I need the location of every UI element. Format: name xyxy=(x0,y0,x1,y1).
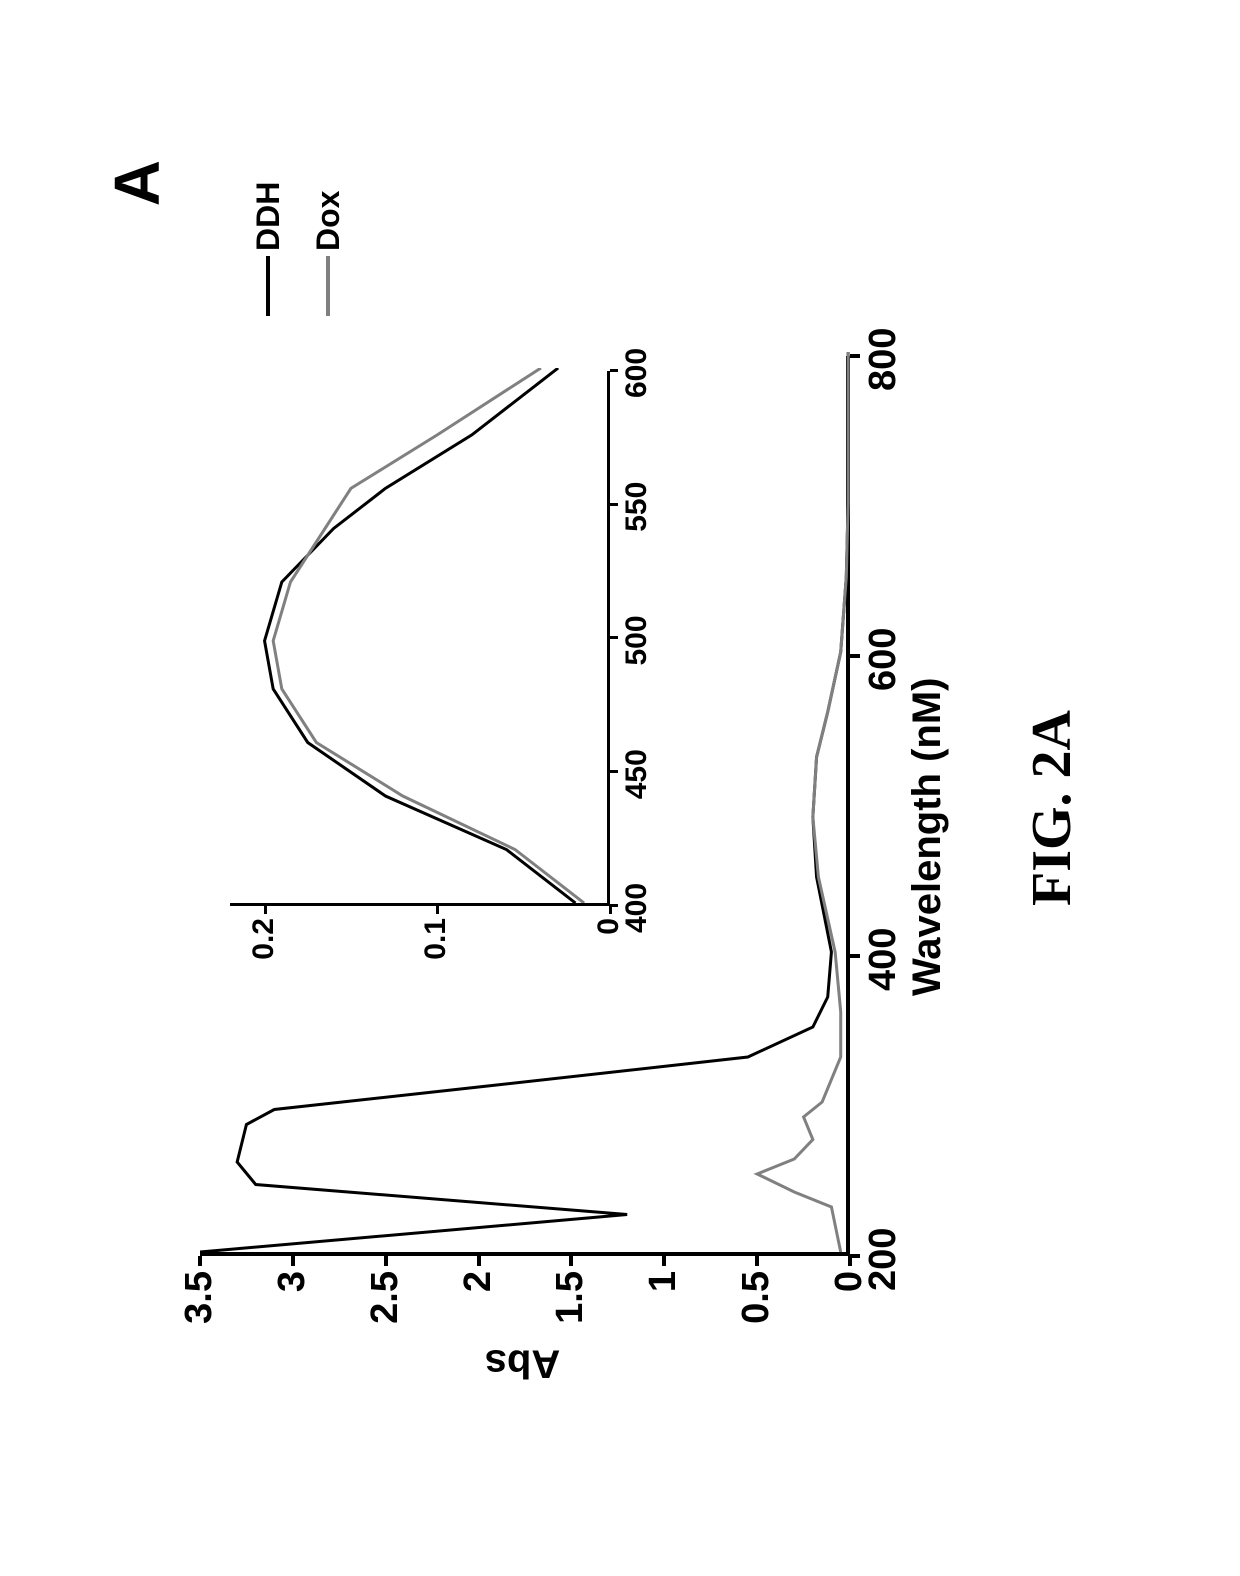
inset-xtick-label: 450 xyxy=(620,749,654,799)
main-ytick-label: 2 xyxy=(457,1271,500,1292)
inset-xtick-mark xyxy=(610,904,618,907)
main-ytick-mark xyxy=(662,1256,666,1266)
legend-swatch xyxy=(266,256,270,316)
main-ytick-mark xyxy=(384,1256,388,1266)
inset-xtick-mark xyxy=(610,637,618,640)
inset-xtick-mark xyxy=(610,503,618,506)
inset-ytick-mark xyxy=(609,906,612,914)
series-line-dox xyxy=(273,368,584,903)
main-xtick-mark xyxy=(850,654,860,658)
main-ytick-mark xyxy=(569,1256,573,1266)
y-axis-label: Abs xyxy=(485,1341,561,1386)
figure-wrapper: A Abs Wavelength (nM) FIG. 2A 00.511.522… xyxy=(0,0,1240,1576)
series-line-dox xyxy=(757,352,848,1252)
panel-label: A xyxy=(100,160,174,206)
main-xtick-label: 400 xyxy=(862,928,905,991)
inset-chart xyxy=(230,371,610,906)
main-ytick-label: 1 xyxy=(642,1271,685,1292)
inset-chart-svg xyxy=(230,368,610,903)
series-line-ddh xyxy=(265,368,576,903)
main-ytick-label: 3.5 xyxy=(178,1271,221,1324)
main-ytick-label: 2.5 xyxy=(364,1271,407,1324)
main-ytick-mark xyxy=(477,1256,481,1266)
main-xtick-label: 200 xyxy=(862,1228,905,1291)
inset-xtick-mark xyxy=(610,770,618,773)
legend-swatch xyxy=(326,256,330,316)
main-ytick-label: 0.5 xyxy=(735,1271,778,1324)
main-ytick-label: 1.5 xyxy=(549,1271,592,1324)
figure-caption: FIG. 2A xyxy=(1020,710,1084,906)
main-xtick-mark xyxy=(850,1254,860,1258)
inset-xtick-label: 600 xyxy=(620,348,654,398)
legend-label: DDH xyxy=(250,182,287,251)
inset-xtick-label: 400 xyxy=(620,883,654,933)
inset-ytick-label: 0.1 xyxy=(419,918,453,960)
inset-xtick-mark xyxy=(610,369,618,372)
x-axis-label: Wavelength (nM) xyxy=(905,678,950,997)
inset-ytick-mark xyxy=(264,906,267,914)
main-ytick-mark xyxy=(755,1256,759,1266)
inset-xtick-label: 550 xyxy=(620,482,654,532)
main-xtick-mark xyxy=(850,354,860,358)
inset-xtick-label: 500 xyxy=(620,615,654,665)
legend-label: Dox xyxy=(310,191,347,251)
inset-ytick-mark xyxy=(436,906,439,914)
inset-ytick-label: 0.2 xyxy=(247,918,281,960)
main-ytick-mark xyxy=(291,1256,295,1266)
main-xtick-mark xyxy=(850,954,860,958)
main-ytick-label: 3 xyxy=(271,1271,314,1292)
main-ytick-mark xyxy=(198,1256,202,1266)
main-xtick-label: 600 xyxy=(862,628,905,691)
main-xtick-label: 800 xyxy=(862,328,905,391)
